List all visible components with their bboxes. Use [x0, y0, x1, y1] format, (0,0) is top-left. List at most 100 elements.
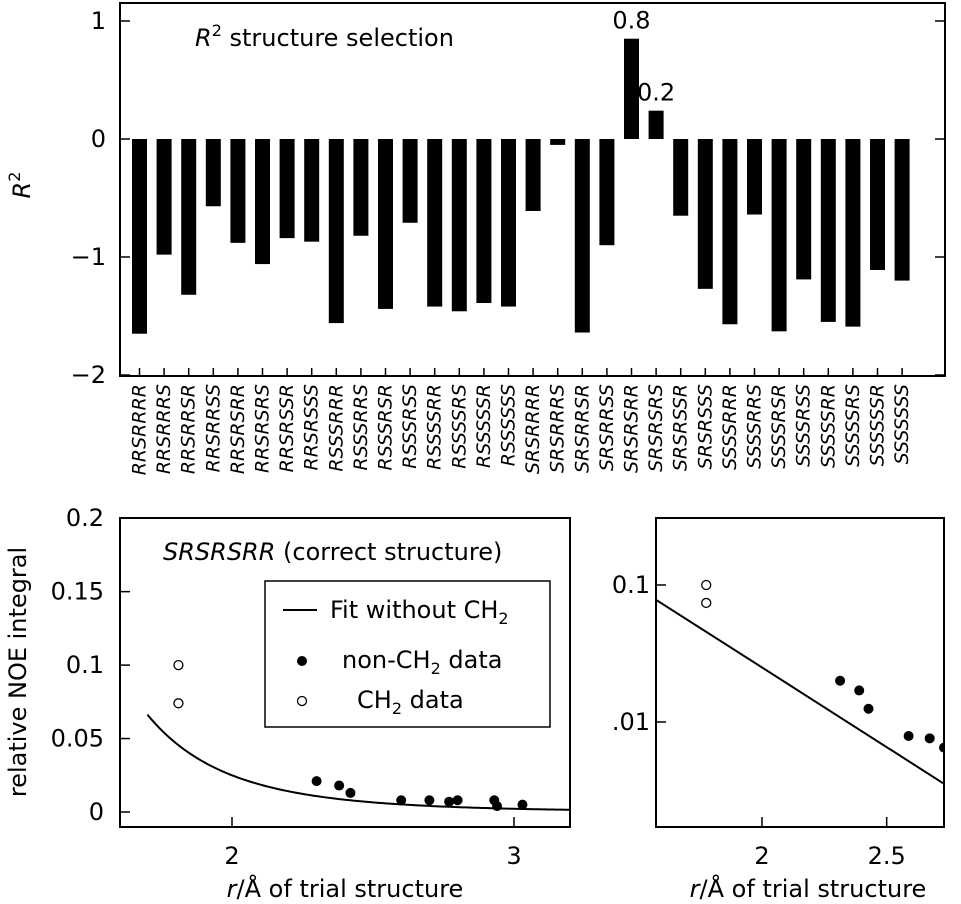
ch2-point	[173, 698, 184, 709]
bar	[796, 139, 812, 280]
category-label: RRSRSSS	[301, 384, 323, 471]
plot-frame	[119, 517, 571, 828]
category-label: RSSSRSS	[399, 384, 421, 469]
x-tick-label: 3	[506, 842, 521, 870]
category-label: SRSRRSR	[571, 384, 593, 473]
category-label: RSSSSSR	[473, 384, 495, 468]
y-axis: 0 0.05 0.1 0.15 0.2	[51, 504, 130, 826]
bar	[771, 139, 787, 332]
category-label: SSSSRSR	[768, 384, 790, 469]
bar	[648, 110, 664, 139]
y-tick-label: −2	[71, 361, 106, 389]
legend-filled-marker	[297, 656, 307, 666]
bar	[279, 139, 295, 239]
bar	[378, 139, 393, 309]
y-axis-label: relative NOE integral	[4, 547, 32, 797]
x-tick-label: 2.5	[868, 842, 906, 870]
bar	[870, 139, 885, 270]
category-label: RSSSSRR	[424, 384, 446, 470]
non-ch2-point	[945, 733, 955, 743]
legend-box	[264, 580, 551, 728]
ch2-point	[701, 579, 712, 591]
legend-fit-label: Fit without CH2	[330, 596, 509, 628]
fit-curve	[146, 713, 570, 811]
non-ch2-point	[863, 703, 874, 714]
bar	[132, 139, 147, 334]
category-label: RSSSRRS	[350, 384, 372, 471]
non-ch2-point	[444, 796, 455, 807]
non-ch2-point	[517, 799, 528, 810]
bar	[353, 139, 369, 236]
bar	[894, 139, 910, 281]
legend-open-marker	[296, 695, 308, 707]
bar	[427, 139, 443, 307]
non-ch2-point	[424, 795, 435, 806]
chart-title: R2 structure selection	[195, 21, 454, 52]
category-label: SRSRSRS	[645, 384, 667, 472]
non-ch2-point	[854, 685, 865, 696]
category-label: SSSSRRS	[744, 384, 766, 469]
legend-filled-label: non-CH2 data	[342, 646, 502, 678]
y-tick-label: 0	[91, 125, 106, 153]
category-label: SRSRRRR	[522, 384, 544, 474]
x-tick-label: 2	[224, 842, 239, 870]
bar	[402, 139, 418, 223]
bar	[624, 38, 639, 140]
ch2-point	[173, 659, 184, 671]
category-label: SRSRRRS	[547, 384, 569, 473]
noe-loglog-scatter: 0.1 .01 22.53 r/Å of trial structure	[612, 517, 955, 903]
category-label: SSSSSRR	[817, 384, 839, 468]
category-label: SSSSSSS	[891, 384, 913, 464]
y-tick-label: 0.2	[66, 504, 104, 532]
structure-annotation: SRSRSRR (correct structure)	[163, 538, 502, 566]
plot-area	[146, 659, 570, 812]
bar	[673, 139, 689, 216]
x-tick-label: 2	[754, 842, 769, 870]
bar	[722, 139, 738, 325]
y-tick-label: 0.1	[66, 651, 104, 679]
category-label: RRSRSRR	[227, 384, 249, 474]
y-tick-label: 0	[89, 798, 104, 826]
bar	[156, 139, 172, 255]
bar	[255, 139, 270, 265]
category-label: SSSSSRS	[842, 384, 864, 467]
category-label: RSSSRSR	[375, 384, 397, 471]
x-axis-label: r/Å of trial structure	[227, 874, 464, 903]
category-label: SSSSRSS	[793, 384, 815, 467]
non-ch2-point	[903, 731, 914, 742]
y-axis: 1 0 −1 −2	[71, 7, 945, 389]
plot-area	[656, 579, 955, 785]
non-ch2-point	[452, 795, 463, 806]
non-ch2-point	[345, 787, 356, 798]
bar	[747, 139, 762, 215]
category-label: SRSRSSR	[670, 384, 692, 471]
bar	[845, 139, 861, 327]
bar	[525, 139, 541, 211]
x-axis-ticks	[138, 368, 903, 376]
y-tick-label: 0.05	[51, 725, 104, 753]
x-axis-label: r/Å of trial structure	[690, 874, 927, 903]
category-label: SSSSRRR	[719, 384, 741, 470]
non-ch2-point	[924, 733, 935, 744]
non-ch2-point	[492, 801, 503, 812]
category-label: SRSRSRR	[621, 384, 643, 473]
non-ch2-point	[334, 780, 345, 791]
x-axis: 22.53	[754, 817, 906, 870]
category-label: RRSRSRS	[252, 384, 274, 473]
category-label: SRSRRSS	[596, 384, 618, 471]
plot-frame	[655, 517, 945, 828]
y-tick-label: −1	[71, 243, 106, 271]
non-ch2-point	[939, 742, 944, 753]
y-axis: 0.1 .01	[612, 571, 666, 736]
bar	[230, 139, 246, 243]
bar	[820, 139, 836, 322]
bar-annotations: 0.8 0.2	[612, 7, 675, 107]
category-labels: RRSRRRR RRSRRRS RRSRRSR RRSRRSS RRSRSRR RRSRS…	[129, 384, 914, 475]
bar	[476, 139, 492, 304]
bar	[501, 139, 516, 307]
category-label: SRSRSSS	[694, 384, 716, 469]
bar	[304, 139, 320, 242]
category-label: RRSRRRS	[153, 384, 175, 474]
